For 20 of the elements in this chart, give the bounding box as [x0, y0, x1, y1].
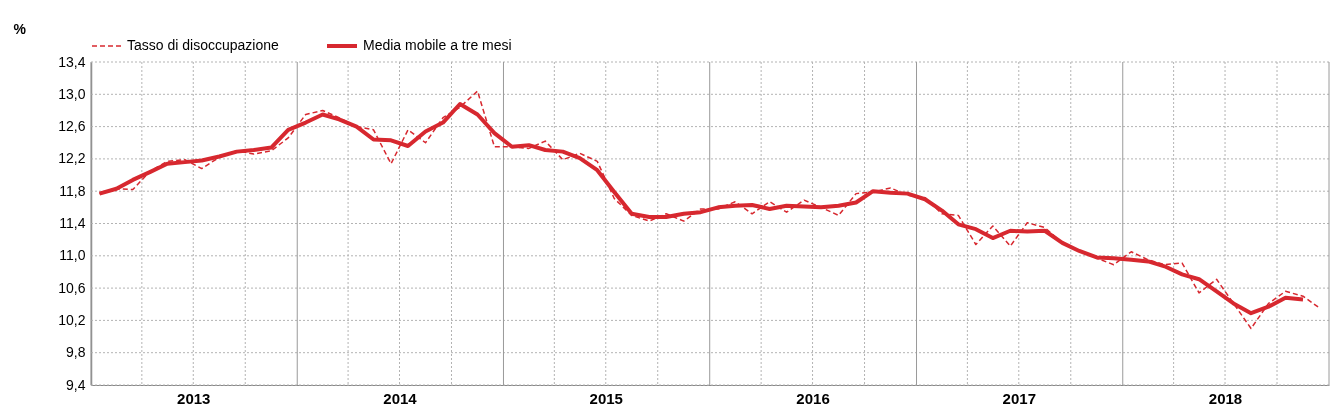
- y-tick-label: 9,4: [66, 376, 86, 393]
- y-tick-label: 11,8: [59, 182, 86, 199]
- y-tick-label: 9,8: [66, 344, 86, 361]
- legend-label: Tasso di disoccupazione: [127, 37, 279, 53]
- y-tick-label: 13,4: [58, 53, 86, 70]
- x-tick-label: 2017: [1002, 389, 1036, 407]
- x-tick-label: 2016: [796, 389, 830, 407]
- y-tick-label: 11,4: [59, 215, 86, 231]
- legend-label: Media mobile a tre mesi: [363, 37, 512, 53]
- y-tick-label: 12,6: [58, 118, 86, 135]
- x-tick-label: 2018: [1208, 389, 1243, 407]
- x-tick-label: 2013: [177, 389, 211, 407]
- y-tick-label: 10,2: [58, 311, 86, 328]
- y-tick-label: 12,2: [58, 150, 86, 167]
- x-tick-label: 2014: [383, 389, 418, 407]
- y-tick-label: 10,6: [58, 279, 86, 296]
- y-tick-label: 11,0: [59, 247, 86, 264]
- x-tick-label: 2015: [589, 389, 623, 407]
- y-tick-label: 13,0: [58, 85, 86, 102]
- y-axis-title: %: [13, 20, 27, 37]
